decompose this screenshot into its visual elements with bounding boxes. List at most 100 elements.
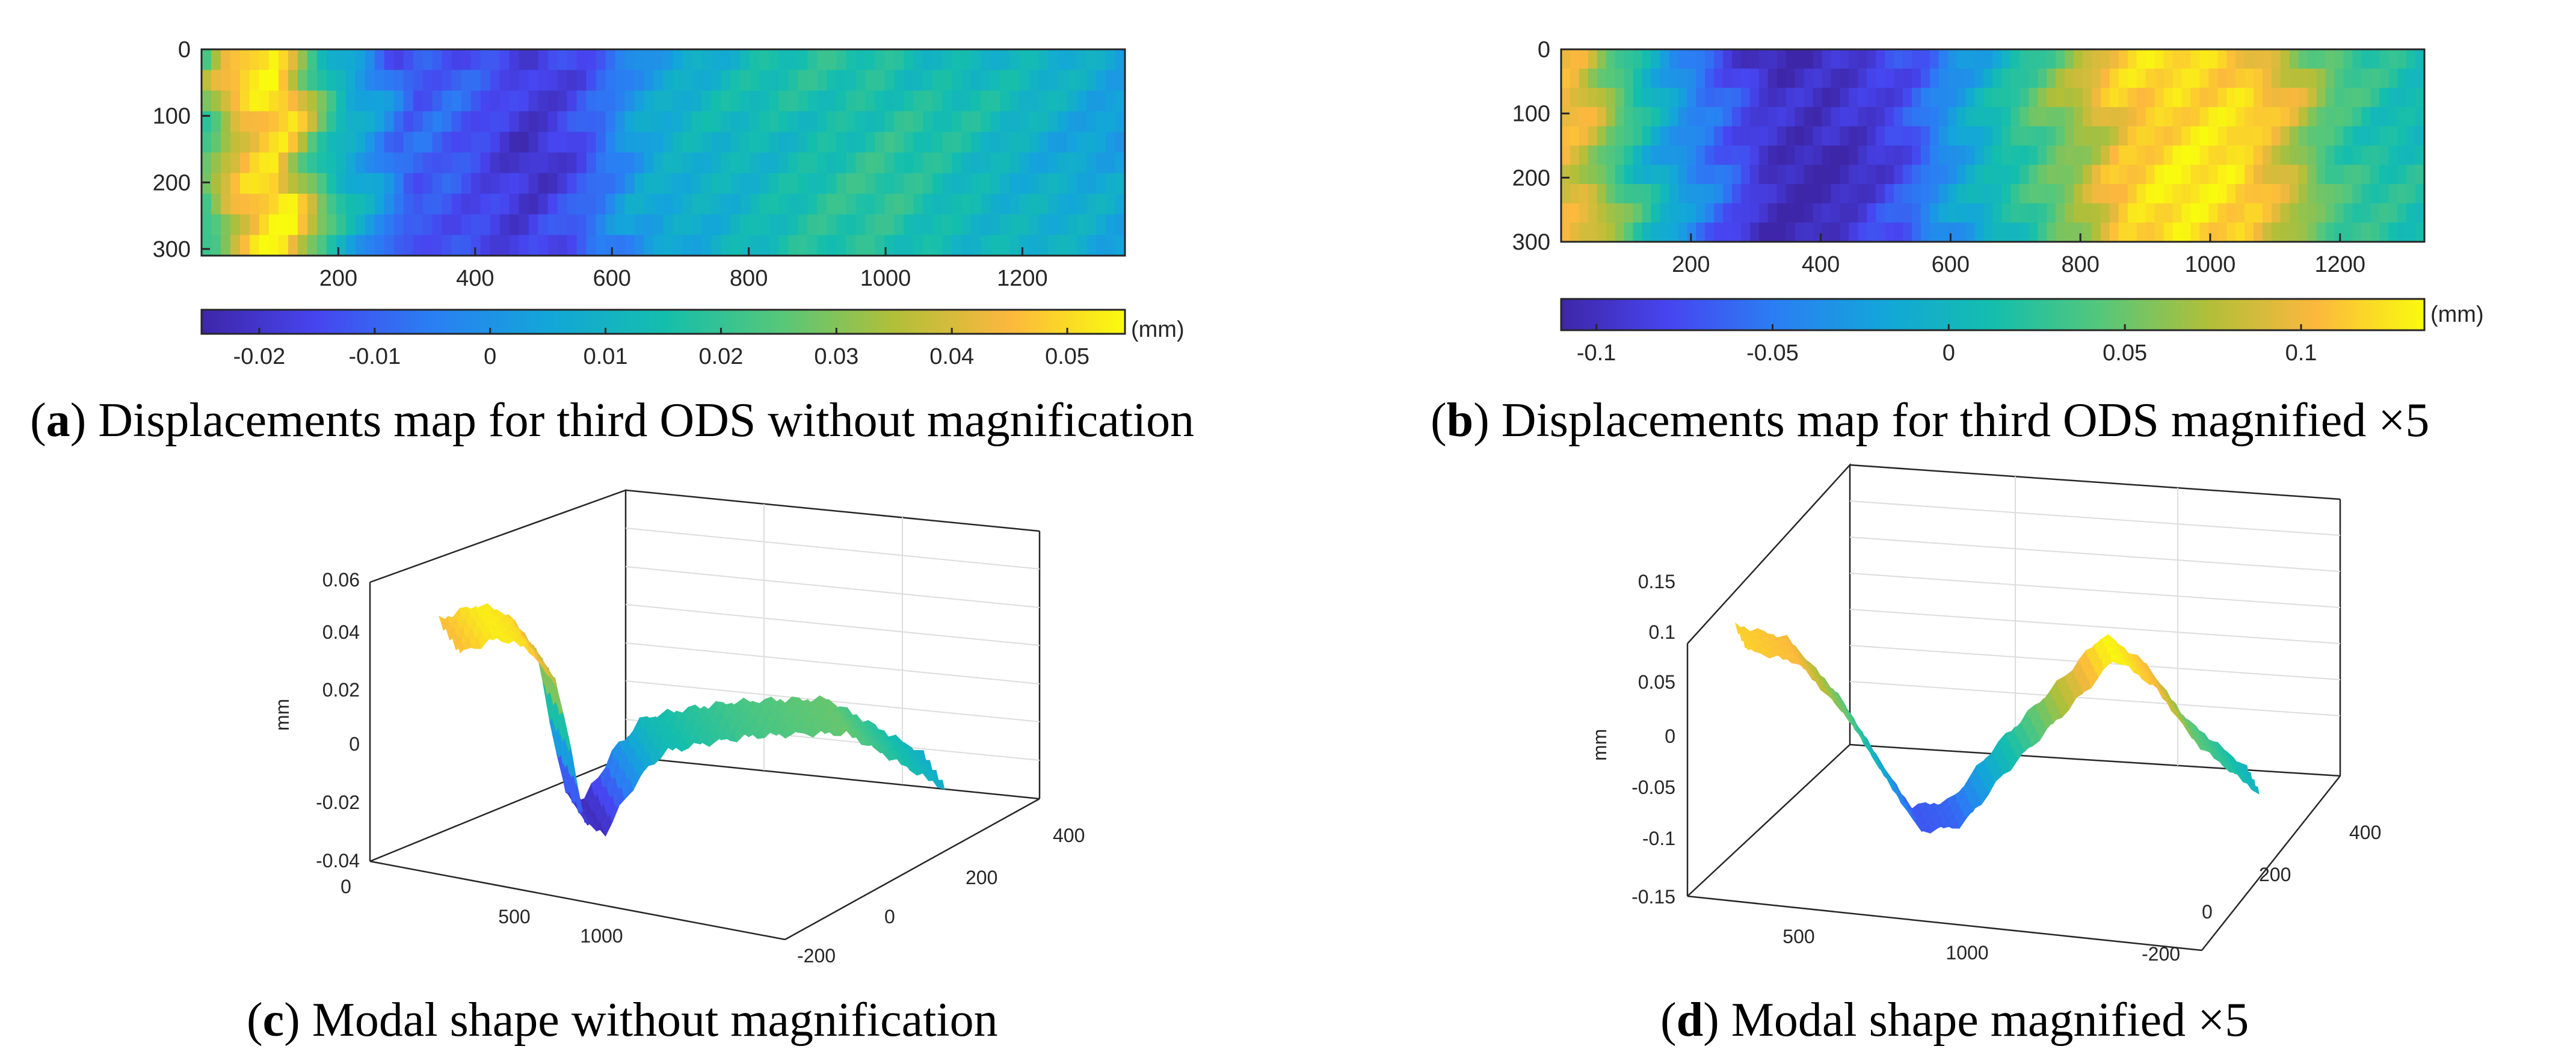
heatmap-cell <box>2388 184 2398 204</box>
heatmap-cell <box>673 173 683 194</box>
heatmap-cell <box>1723 146 1733 165</box>
colorbar-tick-label: 0.01 <box>584 344 628 369</box>
heatmap-cell <box>875 132 886 153</box>
heatmap-cell <box>2316 223 2326 242</box>
heatmap-cell <box>769 173 780 194</box>
heatmap-cell <box>1740 126 1751 146</box>
heatmap-cell <box>807 132 818 153</box>
heatmap-cell <box>2082 184 2092 204</box>
caption-a: (a) Displacements map for third ODS with… <box>30 394 1194 447</box>
heatmap-cell <box>1723 49 1733 69</box>
heatmap-cell <box>904 173 914 194</box>
heatmap-cell <box>2199 165 2210 185</box>
heatmap-cell <box>769 152 780 174</box>
heatmap-cell <box>239 111 250 132</box>
heatmap-cell <box>644 235 655 256</box>
heatmap-cell <box>2280 69 2290 88</box>
heatmap-cell <box>1822 69 1832 88</box>
colorbar-tick-label: 0.05 <box>2103 340 2147 366</box>
heatmap-cell <box>663 194 674 215</box>
heatmap-cell <box>2343 203 2353 223</box>
colorbar-tick-label: -0.05 <box>1746 340 1799 366</box>
heatmap-cell <box>1740 184 1751 204</box>
heatmap-cell <box>1029 173 1039 194</box>
heatmap-cell <box>586 235 597 256</box>
heatmap-cell <box>403 70 414 91</box>
heatmap-cell <box>605 132 616 153</box>
heatmap-cell <box>2047 126 2056 146</box>
heatmap-cell <box>1714 49 1724 69</box>
heatmap-cell <box>605 194 616 215</box>
heatmap-cell <box>1840 146 1850 165</box>
heatmap-cell <box>2154 184 2165 204</box>
heatmap-cell <box>884 194 895 215</box>
heatmap-cell <box>2397 203 2407 223</box>
heatmap-cell <box>1767 184 1778 204</box>
heatmap-cell <box>2074 223 2083 242</box>
heatmap-cell <box>2298 69 2308 88</box>
heatmap-cell <box>1795 126 1805 146</box>
heatmap-cell <box>268 194 279 215</box>
heatmap-cell <box>2289 49 2299 69</box>
heatmap-cell <box>692 70 703 91</box>
heatmap-cell <box>1938 88 1949 108</box>
heatmap-cell <box>846 70 857 91</box>
heatmap-cell <box>692 90 703 112</box>
heatmap-cell <box>884 173 895 194</box>
heatmap-cell <box>1732 69 1742 88</box>
heatmap-cell <box>1660 146 1670 165</box>
heatmap-cell <box>1903 107 1912 127</box>
heatmap-cell <box>1867 223 1876 242</box>
heatmap-cell <box>1903 69 1912 88</box>
heatmap-cell <box>1992 69 2003 88</box>
heatmap-cell <box>2406 146 2416 165</box>
heatmap-cell <box>1849 223 1859 242</box>
heatmap-cell <box>788 132 799 153</box>
heatmap-cell <box>1106 70 1116 91</box>
heatmap-cell <box>769 49 780 71</box>
heatmap-cell <box>1822 165 1832 185</box>
heatmap-cell <box>1678 223 1688 242</box>
heatmap-cell <box>2325 165 2335 185</box>
heatmap-cell <box>894 173 905 194</box>
heatmap-cell <box>2388 203 2398 223</box>
surface-patch <box>1929 823 1938 834</box>
heatmap-cell <box>374 235 385 256</box>
heatmap-cell <box>528 214 539 236</box>
heatmap-cell <box>2020 88 2030 108</box>
heatmap-cell <box>2020 165 2030 185</box>
heatmap-cell <box>1840 223 1850 242</box>
heatmap-cell <box>1714 223 1724 242</box>
heatmap-cell <box>2136 203 2146 223</box>
heatmap-cell <box>403 235 414 256</box>
heatmap-cell <box>1705 49 1715 69</box>
heatmap-cell <box>1678 69 1688 88</box>
heatmap-cell <box>2361 146 2371 165</box>
heatmap-cell <box>2379 146 2390 165</box>
heatmap-cell <box>1597 107 1607 127</box>
heatmap-cell <box>2370 107 2380 127</box>
heatmap-cell <box>1000 49 1010 71</box>
heatmap-cell <box>778 132 789 153</box>
heatmap-cell <box>2406 69 2416 88</box>
heatmap-cell <box>230 173 241 194</box>
colorbar-tick-label: 0.04 <box>929 344 974 369</box>
heatmap-cell <box>230 214 241 236</box>
heatmap-cell <box>490 152 501 174</box>
heatmap-cell <box>547 49 558 71</box>
heatmap-cell <box>413 132 424 153</box>
heatmap-cell <box>1696 88 1706 108</box>
heatmap-cell <box>1983 107 1994 127</box>
heatmap-cell <box>202 194 212 215</box>
heatmap-cell <box>2029 165 2039 185</box>
heatmap-cell <box>345 214 356 236</box>
heatmap-cell <box>673 214 683 236</box>
heatmap-cell <box>990 214 1000 236</box>
heatmap-cell <box>336 111 347 132</box>
heatmap-cell <box>1048 235 1058 256</box>
heatmap-cell <box>961 132 972 153</box>
heatmap-cell <box>2352 203 2362 223</box>
heatmap-cell <box>2226 126 2236 146</box>
heatmap-cell <box>1776 49 1787 69</box>
heatmap-cell <box>605 152 616 174</box>
